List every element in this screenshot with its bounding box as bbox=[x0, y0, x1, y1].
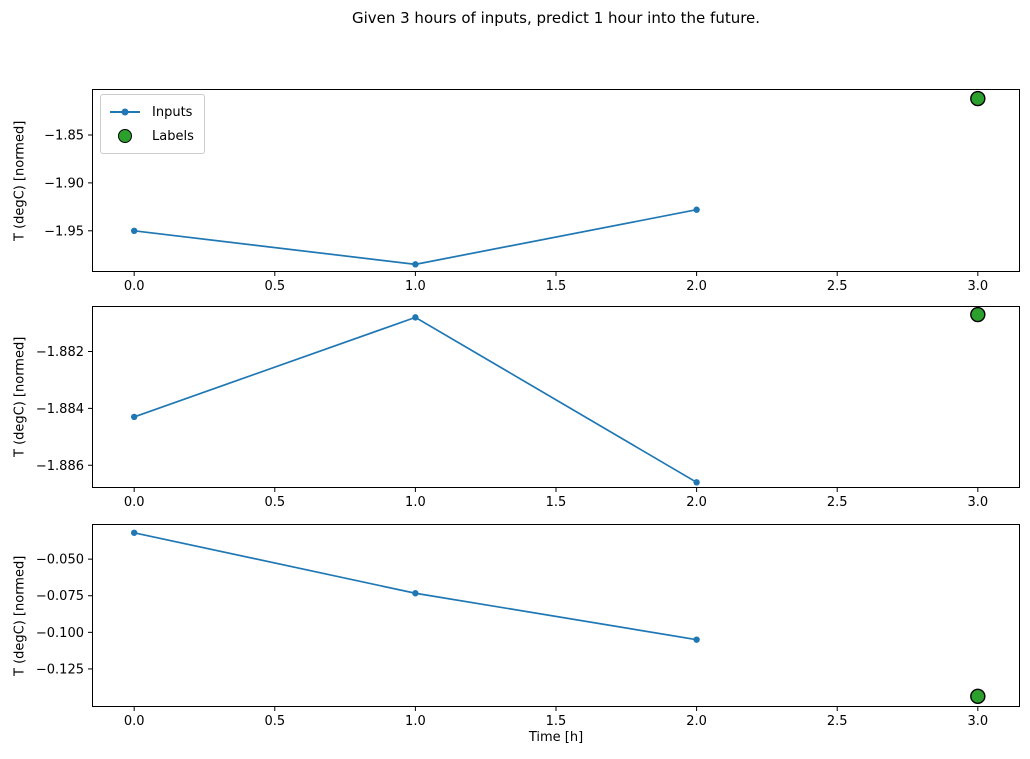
x-tick-label: 1.0 bbox=[405, 714, 426, 729]
axes-frame bbox=[92, 524, 1020, 707]
legend-label-inputs: Inputs bbox=[152, 104, 193, 120]
axes-frame bbox=[92, 306, 1020, 488]
legend-label-labels: Labels bbox=[152, 128, 194, 144]
figure-title: Given 3 hours of inputs, predict 1 hour … bbox=[351, 9, 761, 27]
y-tick-label: −1.85 bbox=[44, 128, 84, 143]
inputs-line bbox=[134, 208, 697, 266]
x-tick-label: 1.5 bbox=[546, 714, 567, 729]
x-tick-label: 1.0 bbox=[405, 495, 426, 510]
inputs-point bbox=[693, 636, 700, 643]
x-tick-label: 2.5 bbox=[827, 495, 848, 510]
inputs-point bbox=[693, 206, 700, 213]
y-tick-label: −0.125 bbox=[36, 662, 84, 677]
subplot-2-ylabel: T (degC) [normed] bbox=[12, 336, 28, 458]
y-tick-label: −0.075 bbox=[36, 589, 84, 604]
x-tick-label: 3.0 bbox=[967, 495, 988, 510]
x-tick-label: 1.5 bbox=[546, 495, 567, 510]
x-tick-label: 0.0 bbox=[124, 279, 145, 294]
x-tick-label: 3.0 bbox=[967, 714, 988, 729]
x-tick-label: 0.5 bbox=[264, 279, 285, 294]
x-tick-label: 0.5 bbox=[264, 495, 285, 510]
x-tick-label: 2.5 bbox=[827, 279, 848, 294]
x-tick-label: 2.0 bbox=[686, 279, 707, 294]
x-tick-label: 2.5 bbox=[827, 714, 848, 729]
axes-canvas: 0.0 0.5 1.0 1.5 2.0 2.5 3.0 −1.882 −1.884 −1.886 bbox=[36, 306, 1020, 510]
subplot-1-axes: 0.0 0.5 1.0 1.5 2.0 2.5 3.0 −1.85 −1.90 −1.95 Inp… bbox=[44, 89, 1020, 294]
labels-point bbox=[970, 306, 986, 323]
inputs-point bbox=[412, 314, 419, 321]
inputs-point bbox=[693, 479, 700, 486]
axes-canvas: 0.0 0.5 1.0 1.5 2.0 2.5 3.0 −0.050 −0.075 −0.100 −… bbox=[36, 524, 1020, 729]
labels-point bbox=[970, 90, 986, 107]
inputs-point bbox=[130, 413, 138, 421]
inputs-point bbox=[130, 529, 138, 536]
inputs-point bbox=[412, 590, 419, 597]
inputs-line bbox=[133, 316, 698, 484]
legend-item-labels: Labels bbox=[110, 124, 194, 148]
y-tick-label: −1.886 bbox=[36, 459, 84, 474]
subplot-1-ylabel: T (degC) [normed] bbox=[12, 120, 28, 241]
x-tick-label: 2.0 bbox=[686, 495, 707, 510]
inputs-line-icon bbox=[110, 108, 140, 116]
x-tick-label: 2.0 bbox=[686, 714, 707, 729]
legend: Inputs Labels bbox=[100, 94, 205, 154]
x-tick-label: 3.0 bbox=[967, 279, 988, 294]
y-tick-label: −0.100 bbox=[36, 626, 84, 641]
y-tick-label: −1.884 bbox=[36, 402, 84, 417]
x-tick-label: 0.0 bbox=[124, 714, 145, 729]
x-tick-label: 0.5 bbox=[264, 714, 285, 729]
x-axis-label: Time [h] bbox=[528, 730, 584, 745]
axes-frame bbox=[92, 89, 1020, 272]
labels-point bbox=[970, 688, 986, 705]
subplot-2-axes: 0.0 0.5 1.0 1.5 2.0 2.5 3.0 −1.882 −1.884 −1.886 bbox=[36, 306, 1020, 510]
axes-canvas: 0.0 0.5 1.0 1.5 2.0 2.5 3.0 −1.85 −1.90 −1.95 bbox=[44, 89, 1020, 294]
subplot-3-ylabel: T (degC) [normed] bbox=[12, 555, 28, 676]
x-tick-label: 0.0 bbox=[124, 495, 145, 510]
inputs-point bbox=[130, 227, 138, 235]
inputs-point bbox=[412, 261, 419, 268]
x-tick-label: 1.0 bbox=[405, 279, 426, 294]
inputs-line bbox=[134, 531, 697, 641]
y-tick-label: −1.882 bbox=[36, 345, 84, 360]
labels-marker-icon bbox=[110, 129, 140, 143]
x-tick-label: 1.5 bbox=[546, 279, 567, 294]
y-tick-label: −1.95 bbox=[44, 224, 84, 239]
y-tick-label: −1.90 bbox=[44, 176, 84, 191]
subplot-3-axes: 0.0 0.5 1.0 1.5 2.0 2.5 3.0 −0.050 −0.075 −0.100 −… bbox=[36, 524, 1020, 729]
y-tick-label: −0.050 bbox=[36, 553, 84, 568]
legend-item-inputs: Inputs bbox=[110, 100, 194, 124]
